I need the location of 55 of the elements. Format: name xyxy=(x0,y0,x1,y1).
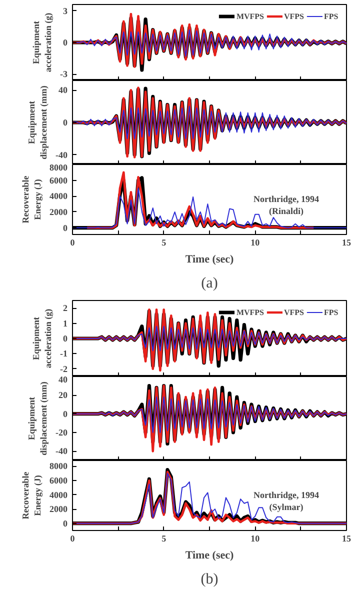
y-tick-label: -1 xyxy=(60,348,68,359)
y-tick-label: 3 xyxy=(63,6,68,16)
y-axis-title: Recoverable Energy (J) xyxy=(20,472,42,520)
y-axis-title: Equipment displacement (mm) xyxy=(26,382,49,456)
x-tick-label: 5 xyxy=(162,534,167,544)
legend-label: FPS xyxy=(324,12,340,20)
y-tick-label: 8000 xyxy=(50,461,68,472)
line-series xyxy=(72,188,346,228)
y-axis-title: Equipment acceleration (g) xyxy=(31,12,54,72)
y-tick-label: -40 xyxy=(56,446,68,456)
y-tick-label: -40 xyxy=(56,150,68,160)
x-tick-label: 5 xyxy=(162,238,167,248)
y-tick-label: 0 xyxy=(63,334,68,344)
x-axis-title: Time (sec) xyxy=(185,254,234,266)
line-series xyxy=(72,106,346,140)
y-tick-label: -3 xyxy=(60,69,68,80)
y-tick-label: 0 xyxy=(63,408,68,419)
y-tick-label: 6000 xyxy=(50,175,68,186)
line-series xyxy=(72,396,346,433)
y-tick-label: 2000 xyxy=(50,206,68,217)
legend-label: VFPS xyxy=(284,308,304,316)
y-tick-label: -20 xyxy=(56,428,68,438)
legend-label: MVFPS xyxy=(236,308,264,316)
y-tick-label: 0 xyxy=(63,118,68,128)
y-axis-title: Equipment displacement (mm) xyxy=(26,86,49,160)
y-tick-label: 40 xyxy=(58,85,68,96)
x-tick-label: 15 xyxy=(342,238,352,248)
legend-label: VFPS xyxy=(284,12,304,20)
y-axis-title: Equipment acceleration (g) xyxy=(31,308,54,368)
y-tick-label: 2000 xyxy=(50,504,68,514)
y-tick-label: 1 xyxy=(63,318,68,328)
x-tick-label: 15 xyxy=(342,534,352,544)
annotation: Northridge, 1994 (Sylmar) xyxy=(253,490,320,512)
text: (a) xyxy=(201,276,218,292)
x-axis-title: Time (sec) xyxy=(185,550,234,562)
x-tick-label: 10 xyxy=(250,534,260,544)
y-tick-label: 6000 xyxy=(50,476,68,486)
y-tick-label: 2 xyxy=(63,303,68,314)
y-tick-label: 0 xyxy=(63,38,68,48)
x-tick-label: 0 xyxy=(70,534,76,544)
legend-label: FPS xyxy=(324,308,340,316)
y-tick-label: 4000 xyxy=(50,191,68,202)
x-tick-label: 0 xyxy=(70,238,76,248)
legend-label: MVFPS xyxy=(236,12,264,20)
y-tick-label: 40 xyxy=(58,374,68,384)
y-tick-label: 0 xyxy=(63,518,68,528)
y-tick-label: 20 xyxy=(58,390,68,400)
y-tick-label: -2 xyxy=(60,364,68,374)
y-tick-label: 8000 xyxy=(50,162,68,172)
text: (b) xyxy=(200,572,218,588)
x-tick-label: 10 xyxy=(250,238,260,248)
y-tick-label: 4000 xyxy=(50,490,68,500)
annotation: Northridge, 1994 (Rinaldi) xyxy=(253,194,320,216)
y-axis-title: Recoverable Energy (J) xyxy=(20,176,42,224)
y-tick-label: 0 xyxy=(63,222,68,233)
